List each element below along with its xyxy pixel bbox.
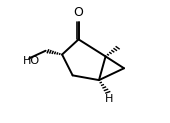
Text: H: H [105, 94, 114, 104]
Text: O: O [74, 6, 83, 19]
Text: HO: HO [23, 56, 40, 66]
